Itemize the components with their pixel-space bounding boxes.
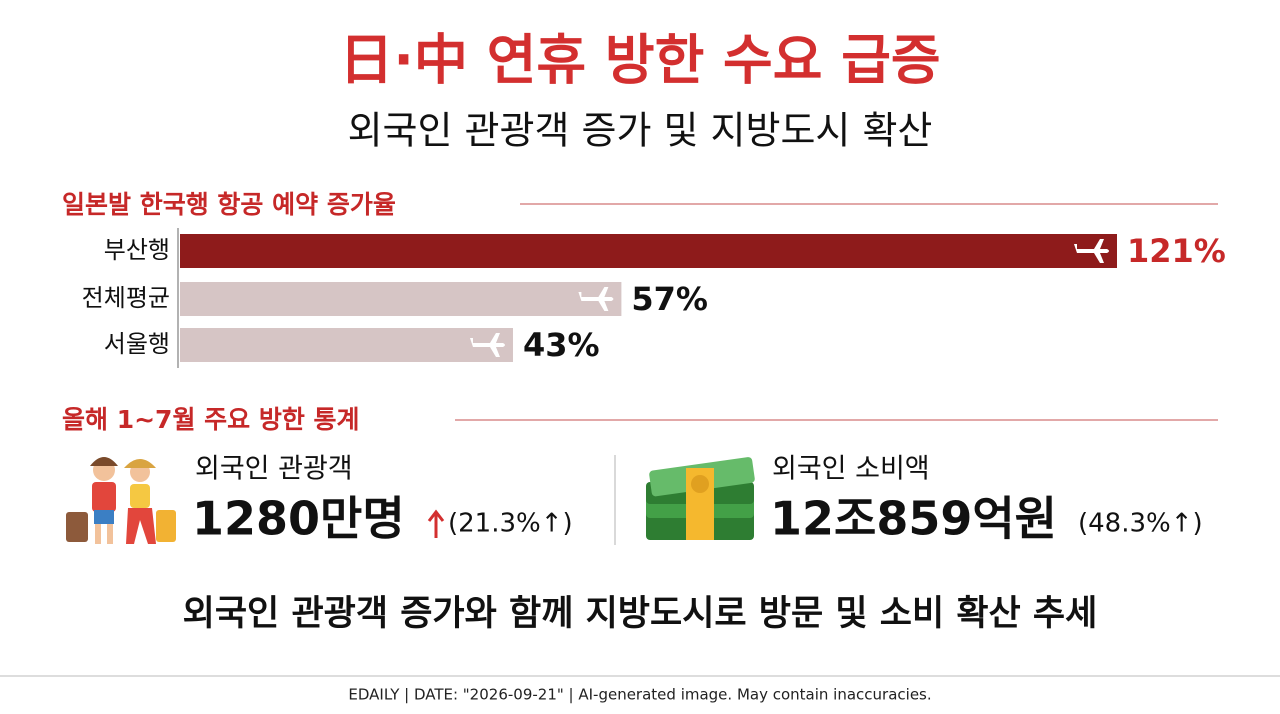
stats-title: 올해 1~7월 주요 방한 통계 xyxy=(62,405,360,434)
stat-change: (21.3%↑) xyxy=(448,509,573,539)
up-arrow xyxy=(427,509,445,538)
travelers-icon xyxy=(66,457,176,544)
stat-value: 1280만명 xyxy=(192,492,405,546)
category-label: 서울행 xyxy=(104,330,170,358)
plane-icon xyxy=(469,333,505,357)
chart-title: 일본발 한국행 항공 예약 증가율 xyxy=(62,190,396,219)
value-label: 57% xyxy=(631,280,708,318)
plane-icon xyxy=(1074,239,1109,263)
value-label: 43% xyxy=(523,326,600,364)
stat-change: (48.3%↑) xyxy=(1078,509,1203,539)
bar xyxy=(180,282,622,316)
title: 日·中 연휴 방한 수요 급증 xyxy=(339,29,940,92)
footer: EDAILY | DATE: "2026-09-21" | AI-generat… xyxy=(348,686,931,704)
stat-value: 12조859억원 xyxy=(770,492,1057,546)
money-icon xyxy=(646,457,755,540)
category-label: 부산행 xyxy=(104,236,170,264)
plane-icon xyxy=(578,287,614,311)
bar xyxy=(180,234,1117,268)
stat-label: 외국인 관광객 xyxy=(195,454,353,485)
stat-label: 외국인 소비액 xyxy=(772,454,930,485)
category-label: 전체평균 xyxy=(82,284,170,312)
conclusion: 외국인 관광객 증가와 함께 지방도시로 방문 및 소비 확산 추세 xyxy=(183,594,1098,634)
bar xyxy=(180,328,513,362)
value-label: 121% xyxy=(1127,232,1226,270)
subtitle: 외국인 관광객 증가 및 지방도시 확산 xyxy=(348,109,933,153)
